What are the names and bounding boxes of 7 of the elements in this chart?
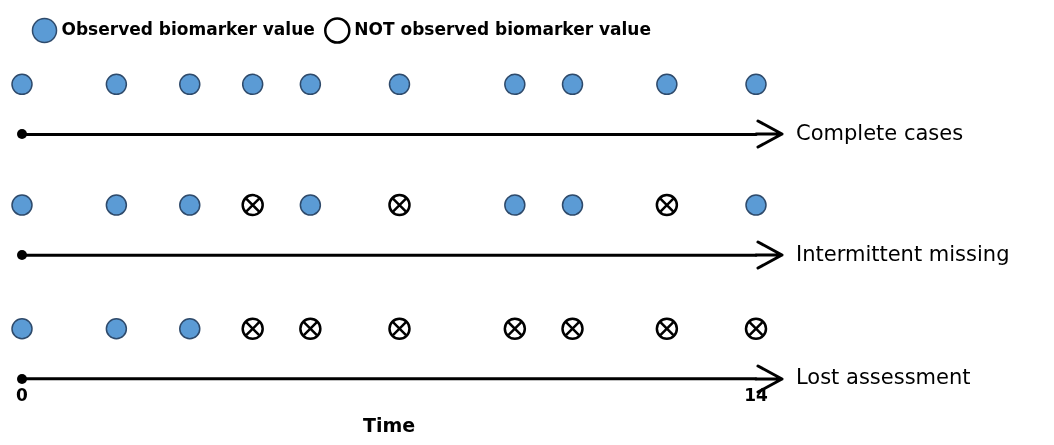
x-tick-label: 0 <box>16 385 29 406</box>
ref-line-label: Lost assessment <box>796 365 971 390</box>
ref-line-label: Intermittent missing <box>796 241 1010 266</box>
legend-label: NOT observed biomarker value <box>354 18 652 39</box>
ref-line-label: Complete cases <box>796 120 964 145</box>
legend-label: Observed biomarker value <box>61 18 315 39</box>
x-axis-title: Time <box>362 413 416 436</box>
